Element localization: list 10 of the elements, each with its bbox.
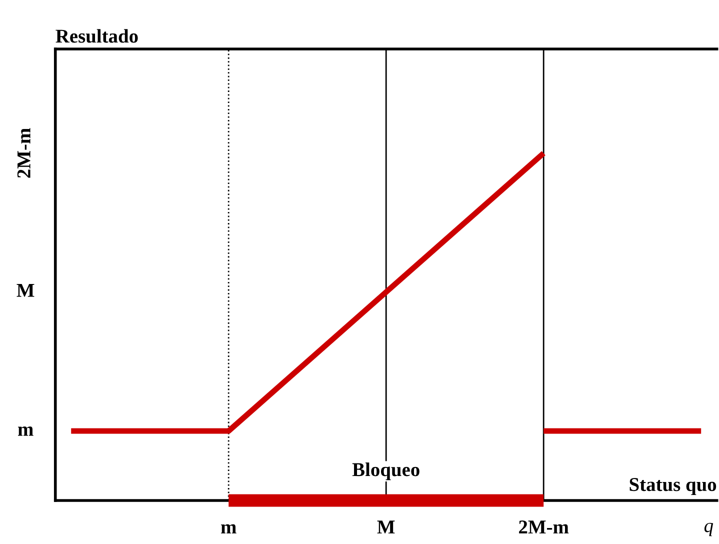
text: M <box>16 284 34 297</box>
x-tick-label: 2M-m <box>519 520 569 534</box>
x-axis-title: Status quo <box>630 478 716 496</box>
series-label: Bloqueo <box>352 462 420 480</box>
text: q <box>704 522 714 536</box>
x-tick-label: M <box>377 520 395 534</box>
text: Resultado <box>56 29 138 43</box>
text: m <box>18 426 34 436</box>
text: 2M-m <box>17 128 30 178</box>
x-tick-label: m <box>221 524 236 534</box>
